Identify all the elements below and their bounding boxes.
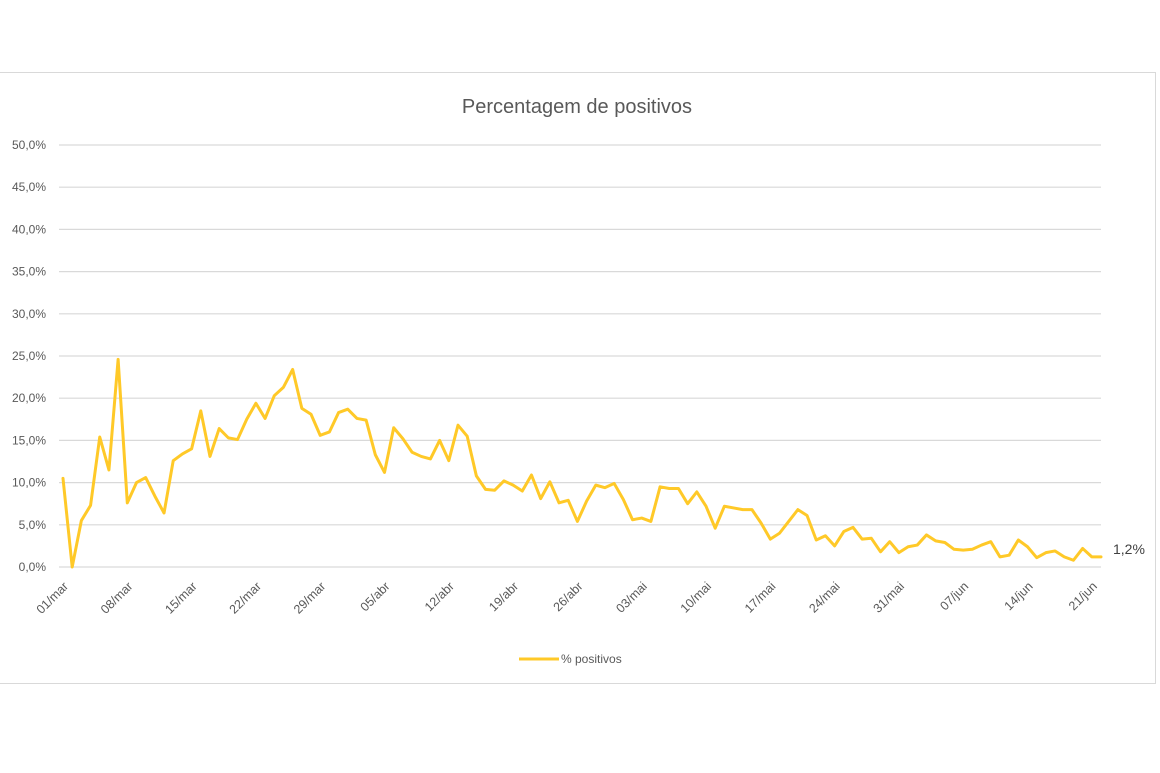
y-tick-label: 35,0% [12,265,46,279]
line-chart: Percentagem de positivos 0,0% 5,0% 10,0% 15… [12,96,1145,666]
legend[interactable]: % positivos [519,652,622,666]
x-tick-label: 24/mai [806,579,842,615]
x-tick-label: 05/abr [358,579,393,614]
y-tick-label: 30,0% [12,307,46,321]
gridlines [59,144,1101,568]
end-value-label: 1,2% [1113,541,1145,557]
y-tick-label: 15,0% [12,433,46,447]
y-tick-label: 50,0% [12,138,46,152]
x-tick-label: 01/mar [34,579,71,616]
y-tick-label: 5,0% [19,518,47,532]
y-tick-label: 45,0% [12,180,46,194]
x-tick-label: 08/mar [98,579,135,616]
series-layer [61,357,1103,569]
x-tick-label: 19/abr [486,579,521,614]
x-tick-label: 31/mai [871,579,907,615]
x-tick-label: 07/jun [937,579,971,613]
y-tick-label: 20,0% [12,391,46,405]
x-tick-label: 22/mar [227,579,264,616]
chart-title: Percentagem de positivos [462,96,692,118]
x-tick-label: 17/mai [742,579,778,615]
y-tick-label: 40,0% [12,222,46,236]
x-tick-label: 03/mai [613,579,649,615]
x-tick-label: 15/mar [162,579,199,616]
y-tick-label: 0,0% [19,560,47,574]
x-tick-label: 12/abr [422,579,457,614]
x-tick-label: 21/jun [1066,579,1100,613]
x-tick-label: 10/mai [678,579,714,615]
y-axis-ticks: 0,0% 5,0% 10,0% 15,0% 20,0% 25,0% 30,0% 35,0% 40… [12,138,46,574]
series-line-positivos[interactable] [61,357,1103,569]
chart-frame: Percentagem de positivos 0,0% 5,0% 10,0% 15… [0,72,1156,684]
x-tick-label: 29/mar [291,579,328,616]
x-axis-ticks: 01/mar 08/mar 15/mar 22/mar 29/mar 05/abr 12/a… [34,579,1100,616]
x-tick-label: 14/jun [1002,579,1036,613]
y-tick-label: 10,0% [12,476,46,490]
x-tick-label: 26/abr [551,579,586,614]
y-tick-label: 25,0% [12,349,46,363]
legend-label: % positivos [561,652,622,666]
